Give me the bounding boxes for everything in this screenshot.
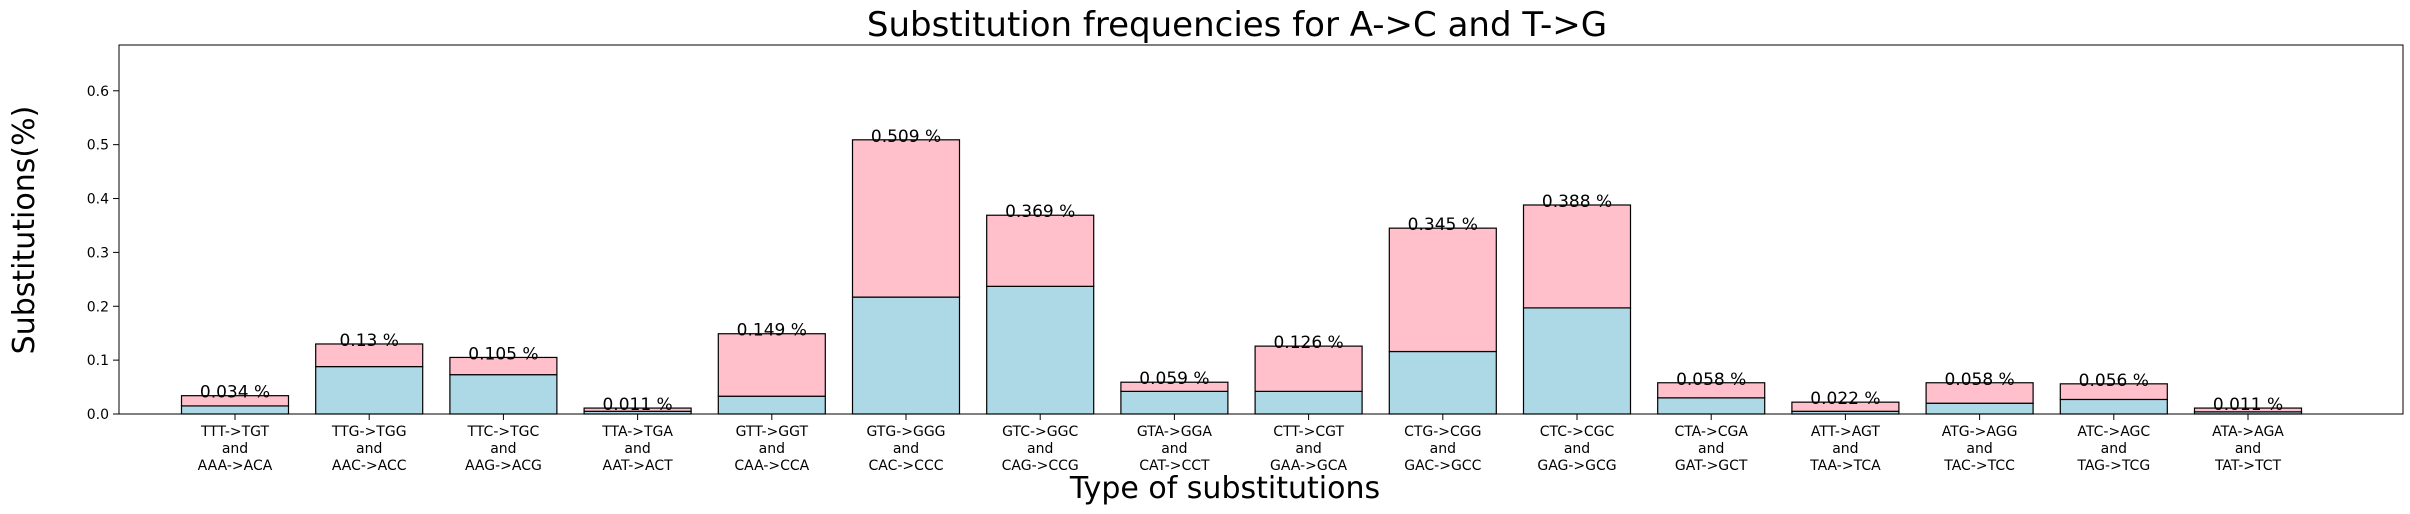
x-tick-label: CTT->CGT and GAA->GCA xyxy=(1270,424,1347,474)
x-tick-label: ATG->AGG and TAC->TCC xyxy=(1942,424,2018,474)
data-label: 0.388 % xyxy=(1542,192,1612,212)
bar-segment-upper xyxy=(1522,204,1632,309)
data-label: 0.345 % xyxy=(1408,215,1478,235)
bar-segment-lower xyxy=(1388,350,1497,415)
bar-segment-upper xyxy=(1120,381,1229,392)
data-labels-group: 0.034 % 0.13 % 0.105 % 0.011 % 0.149 % 0.509 … xyxy=(200,127,2283,415)
x-axis-label: Type of substitutions xyxy=(1069,471,1380,506)
bar-segment-upper xyxy=(315,343,424,368)
bar-segment-upper xyxy=(449,356,558,376)
y-tick-label: 0.6 xyxy=(87,84,109,100)
bar-segment-upper xyxy=(2059,383,2168,401)
data-label: 0.126 % xyxy=(1273,333,1343,353)
y-tick-label: 0.1 xyxy=(87,353,109,369)
y-axis: 0.0 0.1 0.2 0.3 0.4 0.5 0.6 xyxy=(87,84,119,423)
x-tick-label: ATC->AGC and TAG->TCG xyxy=(2076,424,2150,474)
bar-segment-lower xyxy=(2059,398,2168,415)
data-label: 0.011 % xyxy=(2213,395,2283,415)
x-tick-label: TTT->TGT and AAA->ACA xyxy=(198,424,273,474)
bar-segment-upper xyxy=(1791,401,1900,412)
bar-segment-upper xyxy=(1657,382,1766,399)
bar-segment-lower xyxy=(1657,397,1766,415)
bar-segment-upper xyxy=(2193,407,2303,413)
bar-segment-lower xyxy=(315,365,424,415)
x-tick-label: CTG->CGG and GAC->GCC xyxy=(1404,424,1482,474)
bar-segment-lower xyxy=(449,374,558,415)
x-tick-label: GTT->GGT and CAA->CCA xyxy=(734,424,809,474)
data-label: 0.011 % xyxy=(602,395,672,415)
x-tick-label: ATA->AGA and TAT->TCT xyxy=(2212,424,2284,474)
data-label: 0.059 % xyxy=(1139,369,1209,389)
data-label: 0.058 % xyxy=(1944,370,2014,390)
bar-segment-lower xyxy=(986,285,1095,415)
bar-segment-upper xyxy=(1925,382,2034,404)
data-label: 0.149 % xyxy=(737,321,807,341)
x-tick-label: GTG->GGG and CAC->CCC xyxy=(866,424,945,474)
y-tick-label: 0.3 xyxy=(87,245,109,261)
y-tick-label: 0.0 xyxy=(87,407,109,423)
data-label: 0.058 % xyxy=(1676,370,1746,390)
bar-segment-upper xyxy=(851,139,961,298)
data-label: 0.13 % xyxy=(339,331,398,351)
bars-group xyxy=(180,139,2303,415)
x-tick-label: GTA->GGA and CAT->CCT xyxy=(1137,424,1213,474)
bar-segment-upper xyxy=(986,214,1095,287)
x-tick-label: GTC->GGC and CAG->CCG xyxy=(1002,424,1079,474)
bar-segment-lower xyxy=(180,405,290,415)
bar-segment-lower xyxy=(717,395,826,415)
x-tick-label: ATT->AGT and TAA->TCA xyxy=(1809,424,1881,474)
y-tick-label: 0.5 xyxy=(87,138,109,154)
x-tick-label: CTA->CGA and GAT->GCT xyxy=(1674,424,1748,474)
bar-segment-upper xyxy=(1388,227,1497,353)
data-label: 0.105 % xyxy=(468,344,538,364)
bar-segment-lower xyxy=(851,296,961,415)
data-label: 0.034 % xyxy=(200,383,270,403)
y-tick-label: 0.4 xyxy=(87,192,109,208)
bar-segment-upper xyxy=(1254,345,1363,392)
x-tick-label: TTA->TGA and AAT->ACT xyxy=(601,424,673,474)
bar-segment-upper xyxy=(180,395,290,407)
bar-segment-upper xyxy=(583,407,692,412)
x-tick-label: TTC->TGC and AAG->ACG xyxy=(465,424,542,474)
y-tick-label: 0.2 xyxy=(87,299,109,315)
chart-title: Substitution frequencies for A->C and T-… xyxy=(867,5,1607,45)
data-label: 0.509 % xyxy=(871,127,941,147)
x-axis: TTT->TGT and AAA->ACA TTG->TGG and AAC->ACC TT… xyxy=(198,414,2284,474)
bar-segment-upper xyxy=(717,333,826,397)
y-axis-label: Substitutions(%) xyxy=(7,106,42,355)
bar-segment-lower xyxy=(1925,402,2034,415)
data-label: 0.022 % xyxy=(1810,389,1880,409)
data-label: 0.056 % xyxy=(2079,371,2149,391)
data-label: 0.369 % xyxy=(1005,202,1075,222)
bar-segment-lower xyxy=(1254,390,1363,415)
bar-segment-lower xyxy=(1522,307,1632,415)
bar-segment-lower xyxy=(1120,390,1229,415)
x-tick-label: TTG->TGG and AAC->ACC xyxy=(331,424,407,474)
x-tick-label: CTC->CGC and GAG->GCG xyxy=(1537,424,1616,474)
